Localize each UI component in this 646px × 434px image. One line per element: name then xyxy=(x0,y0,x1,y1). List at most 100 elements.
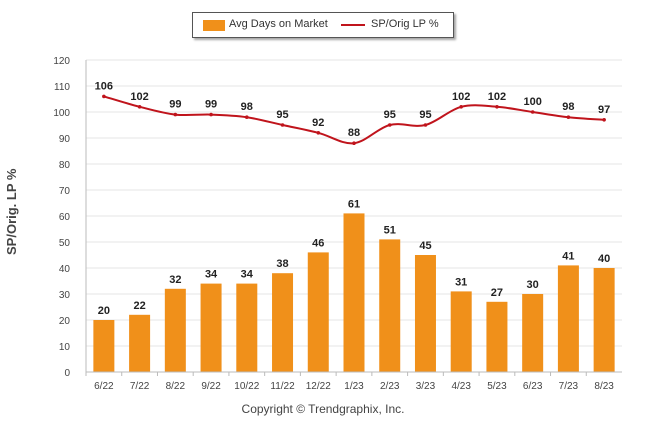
bar xyxy=(236,283,258,372)
line-point xyxy=(566,115,571,119)
bar-data-label: 30 xyxy=(527,279,539,291)
x-tick-label: 6/22 xyxy=(94,381,114,392)
line-point xyxy=(316,131,321,135)
y-tick-label: 90 xyxy=(59,134,71,145)
legend-label-sp-orig: SP/Orig LP % xyxy=(371,18,439,30)
bar-data-label: 38 xyxy=(276,258,288,270)
bar xyxy=(414,255,436,372)
line-data-label: 99 xyxy=(169,99,181,111)
line-data-label: 98 xyxy=(241,101,253,113)
line-point xyxy=(245,115,249,119)
line-point xyxy=(137,105,142,109)
line-series xyxy=(102,94,606,145)
y-tick-label: 20 xyxy=(59,316,71,327)
line-data-label: 97 xyxy=(598,104,610,116)
x-tick-label: 8/23 xyxy=(594,381,614,392)
line-point xyxy=(280,123,285,127)
line-point xyxy=(530,110,535,114)
x-tick-label: 7/23 xyxy=(559,381,579,392)
x-tick-label: 10/22 xyxy=(234,381,259,392)
y-tick-label: 0 xyxy=(64,368,70,379)
bar-data-label: 46 xyxy=(312,237,324,249)
line-point xyxy=(459,105,464,109)
x-tick-label: 2/23 xyxy=(380,381,400,392)
bar-data-label: 32 xyxy=(169,274,181,286)
x-tick-label: 9/22 xyxy=(201,381,221,392)
line-point xyxy=(102,94,106,99)
line-data-label: 102 xyxy=(130,91,148,103)
line-data-label: 102 xyxy=(488,91,506,103)
x-tick-label: 5/23 xyxy=(487,381,507,392)
bar-data-label: 31 xyxy=(455,276,467,288)
line-point xyxy=(352,141,356,145)
bar-data-labels: 20 22 32 34 34 38 46 61 51 45 31 27 30 41 40 xyxy=(98,198,611,317)
bar xyxy=(343,213,365,372)
bar xyxy=(272,273,294,372)
bar xyxy=(593,268,615,372)
y-tick-label: 80 xyxy=(59,160,71,171)
bar xyxy=(522,294,544,372)
x-axis: 6/22 7/22 8/22 9/22 10/22 11/22 12/22 1/23 2/23 3… xyxy=(85,371,622,392)
y-tick-label: 50 xyxy=(59,238,71,249)
y-tick-label: 120 xyxy=(53,56,70,67)
x-tick-label: 6/23 xyxy=(523,381,543,392)
y-tick-label: 30 xyxy=(59,290,71,301)
x-tick-label: 12/22 xyxy=(306,381,331,392)
x-tick-label: 3/23 xyxy=(416,381,436,392)
y-tick-label: 40 xyxy=(59,264,71,275)
legend: Avg Days on Market SP/Orig LP % xyxy=(192,12,454,38)
line-data-label: 95 xyxy=(276,109,288,121)
bar-data-label: 40 xyxy=(598,253,610,265)
bar xyxy=(129,314,151,372)
bar-data-label: 45 xyxy=(419,240,431,252)
bar xyxy=(307,252,329,372)
bar xyxy=(557,265,579,372)
y-axis-title: SP/Orig. LP % xyxy=(4,168,19,255)
line-data-label: 98 xyxy=(562,101,574,113)
bar-data-label: 34 xyxy=(205,269,218,281)
bar-data-label: 41 xyxy=(562,250,574,262)
line-point xyxy=(387,123,392,127)
bar-data-label: 27 xyxy=(491,287,503,299)
line-point xyxy=(495,105,499,109)
line-data-label: 106 xyxy=(95,80,113,92)
y-tick-label: 60 xyxy=(59,212,71,223)
legend-label-avg-days: Avg Days on Market xyxy=(229,18,328,30)
y-tick-label: 100 xyxy=(53,108,70,119)
bar-data-label: 61 xyxy=(348,198,360,210)
bar-data-label: 20 xyxy=(98,305,110,317)
line-point xyxy=(173,112,178,117)
bar xyxy=(450,291,472,372)
line-data-label: 95 xyxy=(384,109,396,121)
line-data-label: 92 xyxy=(312,117,324,129)
y-axis: 0 10 20 30 40 50 60 70 80 90 100 110 120 xyxy=(53,56,87,379)
line-data-labels: 106 102 99 99 98 95 92 88 95 95 102 102 100 98 97 xyxy=(95,80,611,139)
x-tick-label: 4/23 xyxy=(451,381,471,392)
bar xyxy=(486,301,508,372)
line-data-label: 95 xyxy=(419,109,431,121)
legend-swatch-sp-orig xyxy=(341,24,365,26)
bar xyxy=(164,288,186,372)
line-data-label: 99 xyxy=(205,99,217,111)
bar-data-label: 22 xyxy=(133,300,145,312)
bar xyxy=(200,283,222,372)
x-tick-label: 1/23 xyxy=(344,381,364,392)
line-data-label: 88 xyxy=(348,127,360,139)
copyright: Copyright © Trendgraphix, Inc. xyxy=(241,402,405,416)
bar xyxy=(379,239,401,372)
line-point xyxy=(209,112,213,117)
line-point xyxy=(602,118,606,122)
x-tick-label: 11/22 xyxy=(270,381,295,392)
line-point xyxy=(423,123,428,127)
x-tick-label: 7/22 xyxy=(130,381,150,392)
bar-series xyxy=(93,213,615,372)
bar xyxy=(93,320,115,372)
line-data-label: 100 xyxy=(523,96,541,108)
y-tick-label: 70 xyxy=(59,186,71,197)
bar-data-label: 51 xyxy=(384,224,396,236)
legend-swatch-avg-days xyxy=(203,20,225,31)
x-tick-label: 8/22 xyxy=(166,381,186,392)
bar-data-label: 34 xyxy=(241,269,254,281)
y-tick-label: 110 xyxy=(54,82,70,93)
